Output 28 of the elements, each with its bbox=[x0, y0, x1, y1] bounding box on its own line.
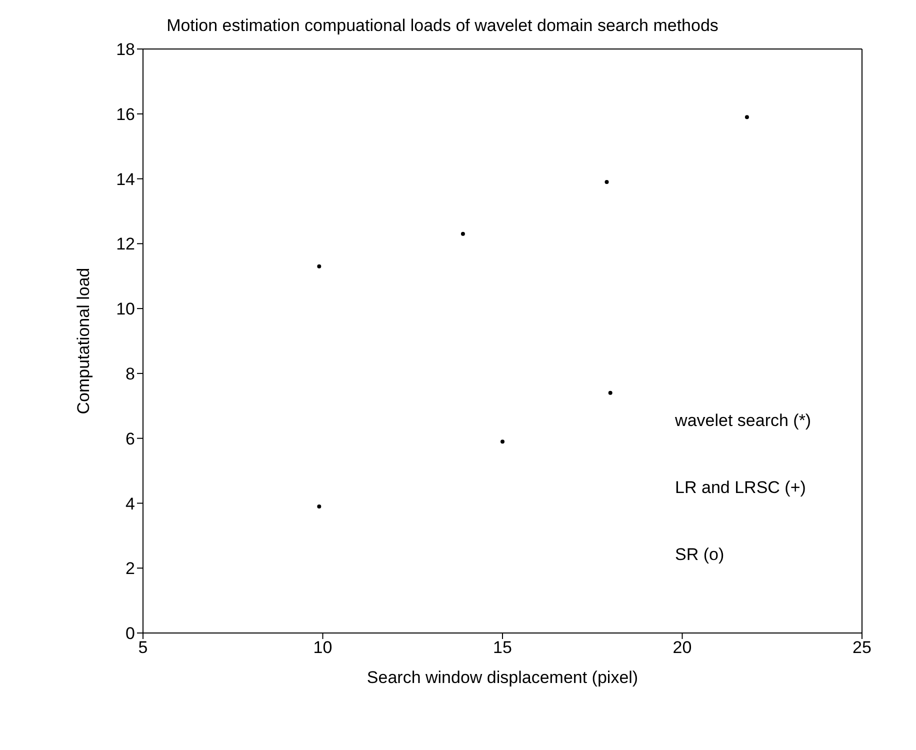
y-tick-label: 6 bbox=[126, 429, 135, 448]
y-axis-title: Computational load bbox=[74, 268, 94, 414]
x-tick-label: 5 bbox=[138, 638, 148, 658]
x-tick-label: 15 bbox=[493, 638, 512, 658]
x-tick-label: 25 bbox=[852, 638, 872, 658]
point bbox=[317, 264, 322, 268]
point bbox=[604, 180, 609, 184]
y-tick-label: 14 bbox=[116, 170, 135, 189]
y-tick-label: 10 bbox=[116, 300, 135, 319]
y-tick-label: 8 bbox=[126, 364, 135, 384]
x-tick-label: 20 bbox=[672, 638, 692, 658]
annotation: LR and LRSC (+) bbox=[675, 478, 806, 498]
point bbox=[460, 232, 465, 236]
annotation: SR (o) bbox=[675, 545, 724, 566]
point bbox=[744, 115, 749, 120]
y-tick-label: 18 bbox=[116, 40, 135, 60]
point bbox=[317, 504, 322, 508]
point bbox=[500, 440, 504, 444]
y-tick-label: 2 bbox=[126, 559, 135, 578]
y-tick-label: 12 bbox=[116, 234, 135, 254]
point bbox=[608, 390, 612, 395]
chart-title: Motion estimation compuational loads of wavelet domain search methods bbox=[166, 16, 720, 36]
y-tick-label: 0 bbox=[126, 624, 135, 644]
y-tick-label: 16 bbox=[116, 104, 135, 124]
x-tick-label: 10 bbox=[313, 638, 332, 658]
x-axis-title: Search window displacement (pixel) bbox=[366, 668, 638, 687]
y-tick-label: 4 bbox=[126, 494, 135, 514]
annotation: wavelet search (*) bbox=[675, 411, 812, 432]
